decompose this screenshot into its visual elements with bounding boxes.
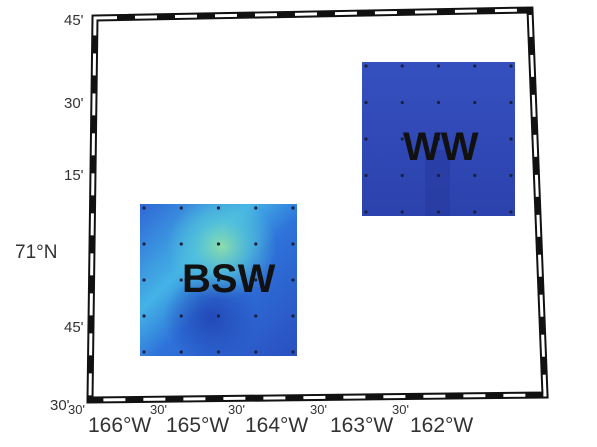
sample-point	[436, 137, 441, 141]
sample-point	[509, 210, 513, 214]
sample-point	[179, 350, 183, 354]
sample-point	[179, 314, 183, 318]
sample-point	[364, 100, 368, 105]
lat-label-top: 45'	[64, 12, 84, 29]
sample-point	[473, 100, 477, 105]
sample-point	[400, 100, 404, 105]
sample-point	[254, 314, 258, 318]
sample-point	[400, 210, 404, 214]
bsw-label: BSW	[182, 257, 276, 301]
sample-point	[142, 242, 146, 246]
lat-label-mid-upper: 15'	[64, 167, 84, 184]
sample-point	[364, 137, 368, 141]
sample-point	[179, 278, 183, 282]
lon-label-164: 164°W	[245, 414, 308, 437]
sample-point	[179, 206, 183, 210]
sample-point	[436, 210, 441, 214]
sample-point	[142, 350, 146, 354]
sample-point	[216, 278, 221, 282]
sample-point	[400, 137, 404, 141]
sample-point	[291, 206, 295, 210]
lon-minute-2: 30'	[150, 402, 167, 417]
lon-label-163: 163°W	[330, 414, 393, 437]
sample-point	[509, 100, 513, 105]
sample-point	[473, 137, 477, 141]
sample-point	[216, 242, 221, 246]
sample-point	[473, 64, 477, 68]
lat-label-upper: 30'	[64, 95, 84, 112]
sample-point	[216, 206, 221, 210]
sample-point	[436, 173, 441, 178]
bsw-sample-points	[142, 206, 295, 354]
sample-point	[436, 64, 441, 68]
sample-point	[291, 314, 295, 318]
sample-point	[142, 206, 146, 210]
sample-point	[400, 64, 404, 68]
sample-point	[509, 137, 513, 141]
sample-point	[436, 100, 441, 105]
ww-region	[362, 62, 515, 216]
sample-point	[254, 206, 258, 210]
lat-label-main: 71°N	[15, 242, 57, 263]
lon-minute-3: 30'	[228, 402, 245, 417]
sample-point	[509, 173, 513, 178]
sample-point	[473, 173, 477, 178]
sample-point	[142, 278, 146, 282]
lon-label-166: 166°W	[88, 414, 151, 437]
lon-minute-4: 30'	[310, 402, 327, 417]
lon-minute-1: 30'	[68, 402, 85, 417]
sample-point	[473, 210, 477, 214]
lon-label-162: 162°W	[410, 414, 473, 437]
bsw-region	[140, 204, 297, 356]
sample-point	[142, 314, 146, 318]
sample-point	[509, 64, 513, 68]
sample-point	[291, 242, 295, 246]
sample-point	[291, 350, 295, 354]
sample-point	[254, 350, 258, 354]
lat-label-lower: 45'	[64, 319, 84, 336]
ww-label: WW	[403, 125, 479, 169]
sample-point	[216, 314, 221, 318]
lat-label-bottom: 30'	[50, 397, 70, 414]
sample-point	[364, 173, 368, 178]
sample-point	[291, 278, 295, 282]
ww-sample-points	[364, 64, 513, 214]
sample-point	[254, 278, 258, 282]
sample-point	[179, 242, 183, 246]
sample-point	[400, 173, 404, 178]
sample-point	[364, 64, 368, 68]
sample-point	[364, 210, 368, 214]
sample-point	[216, 350, 221, 354]
lon-minute-5: 30'	[392, 402, 409, 417]
lon-label-165: 165°W	[166, 414, 229, 437]
sample-point	[254, 242, 258, 246]
